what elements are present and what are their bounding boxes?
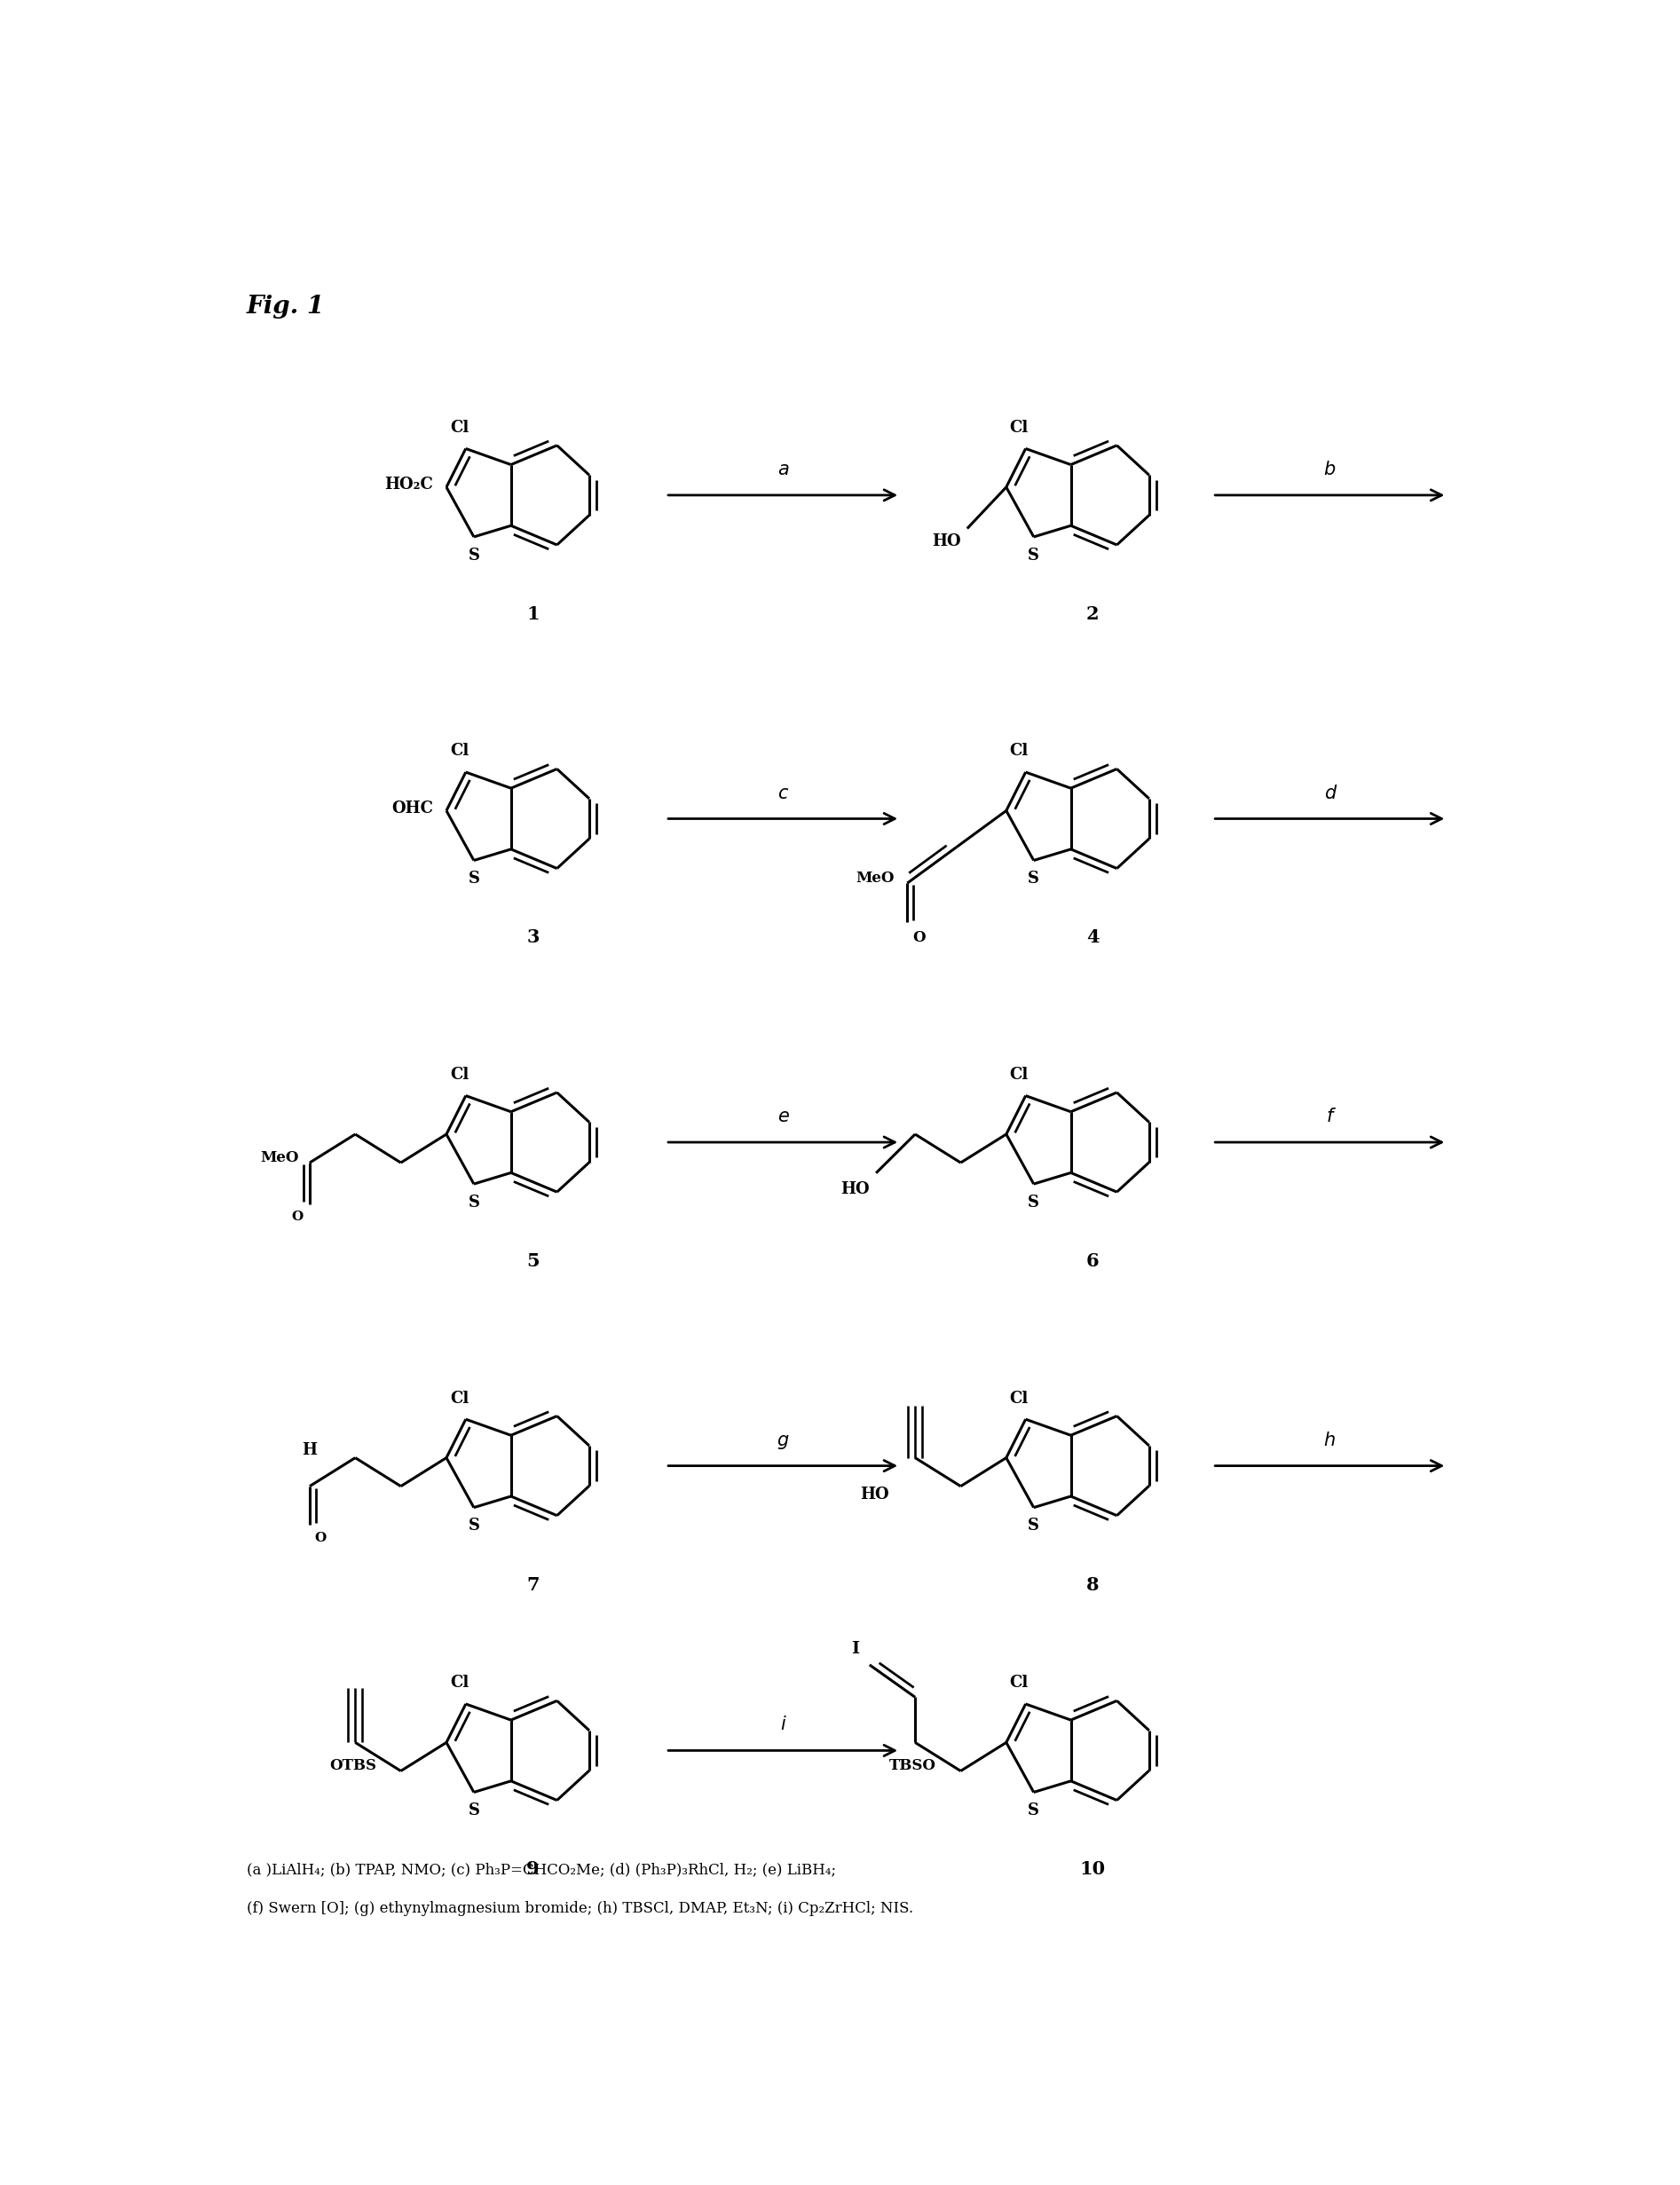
Text: a: a bbox=[778, 461, 788, 479]
Text: Fig. 1: Fig. 1 bbox=[247, 295, 324, 319]
Text: e: e bbox=[778, 1108, 788, 1125]
Text: 3: 3 bbox=[526, 929, 539, 946]
Text: Cl: Cl bbox=[1010, 1390, 1028, 1407]
Text: Cl: Cl bbox=[1010, 1066, 1028, 1084]
Text: S: S bbox=[1028, 1519, 1040, 1534]
Text: O: O bbox=[912, 931, 926, 944]
Text: HO: HO bbox=[932, 533, 961, 551]
Text: S: S bbox=[469, 872, 479, 887]
Text: S: S bbox=[469, 1195, 479, 1210]
Text: O: O bbox=[291, 1210, 302, 1224]
Text: H: H bbox=[302, 1442, 318, 1457]
Text: i: i bbox=[780, 1715, 786, 1733]
Text: S: S bbox=[469, 1803, 479, 1818]
Text: c: c bbox=[778, 784, 788, 802]
Text: HO₂C: HO₂C bbox=[385, 476, 433, 492]
Text: S: S bbox=[469, 1519, 479, 1534]
Text: h: h bbox=[1324, 1431, 1336, 1449]
Text: MeO: MeO bbox=[260, 1149, 299, 1165]
Text: Cl: Cl bbox=[450, 1066, 469, 1084]
Text: d: d bbox=[1324, 784, 1336, 802]
Text: S: S bbox=[1028, 546, 1040, 564]
Text: Cl: Cl bbox=[1010, 420, 1028, 435]
Text: 7: 7 bbox=[526, 1575, 539, 1593]
Text: g: g bbox=[778, 1431, 788, 1449]
Text: Cl: Cl bbox=[450, 420, 469, 435]
Text: O: O bbox=[314, 1532, 326, 1545]
Text: S: S bbox=[1028, 872, 1040, 887]
Text: HO: HO bbox=[840, 1180, 870, 1197]
Text: HO: HO bbox=[860, 1486, 889, 1503]
Text: (f) Swern [O]; (g) ethynylmagnesium bromide; (h) TBSCl, DMAP, Et₃N; (i) Cp₂ZrHCl: (f) Swern [O]; (g) ethynylmagnesium brom… bbox=[247, 1901, 912, 1916]
Text: Cl: Cl bbox=[450, 1390, 469, 1407]
Text: 2: 2 bbox=[1087, 605, 1099, 623]
Text: 8: 8 bbox=[1087, 1575, 1099, 1593]
Text: 4: 4 bbox=[1087, 929, 1099, 946]
Text: 5: 5 bbox=[526, 1252, 539, 1269]
Text: Cl: Cl bbox=[1010, 1676, 1028, 1691]
Text: TBSO: TBSO bbox=[889, 1759, 936, 1772]
Text: OTBS: OTBS bbox=[329, 1759, 376, 1772]
Text: Cl: Cl bbox=[1010, 743, 1028, 758]
Text: S: S bbox=[1028, 1195, 1040, 1210]
Text: Cl: Cl bbox=[450, 1676, 469, 1691]
Text: 10: 10 bbox=[1080, 1862, 1105, 1879]
Text: OHC: OHC bbox=[391, 800, 433, 815]
Text: Cl: Cl bbox=[450, 743, 469, 758]
Text: 9: 9 bbox=[526, 1862, 539, 1879]
Text: 6: 6 bbox=[1087, 1252, 1099, 1269]
Text: b: b bbox=[1324, 461, 1336, 479]
Text: f: f bbox=[1327, 1108, 1332, 1125]
Text: (a )LiAlH₄; (b) TPAP, NMO; (c) Ph₃P=CHCO₂Me; (d) (Ph₃P)₃RhCl, H₂; (e) LiBH₄;: (a )LiAlH₄; (b) TPAP, NMO; (c) Ph₃P=CHCO… bbox=[247, 1862, 835, 1877]
Text: S: S bbox=[1028, 1803, 1040, 1818]
Text: S: S bbox=[469, 546, 479, 564]
Text: I: I bbox=[852, 1641, 858, 1656]
Text: MeO: MeO bbox=[855, 870, 894, 885]
Text: 1: 1 bbox=[526, 605, 539, 623]
